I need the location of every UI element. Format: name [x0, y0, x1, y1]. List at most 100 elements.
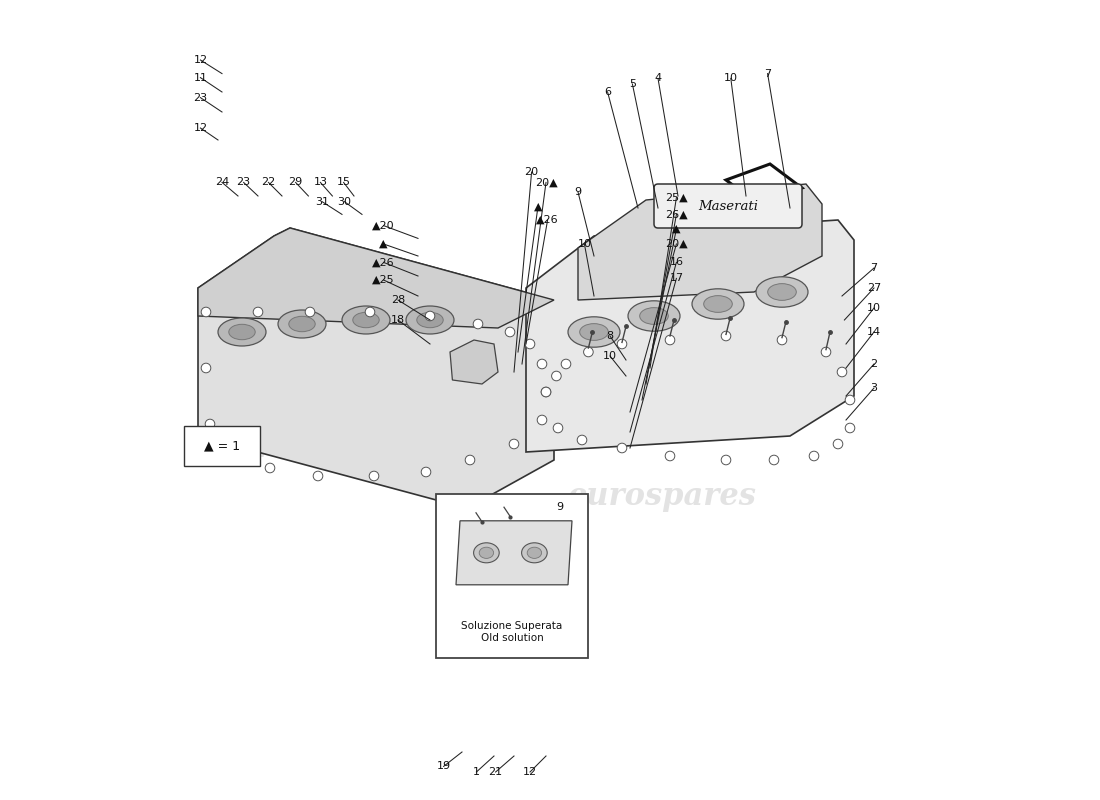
Polygon shape: [198, 228, 554, 328]
Text: 9: 9: [556, 502, 563, 512]
Polygon shape: [578, 184, 822, 300]
Circle shape: [561, 359, 571, 369]
Ellipse shape: [289, 316, 316, 332]
Circle shape: [578, 435, 586, 445]
Text: 21: 21: [488, 767, 503, 777]
Circle shape: [206, 419, 214, 429]
Text: ▲: ▲: [672, 224, 681, 234]
Text: 17: 17: [669, 274, 683, 283]
Text: 20▲: 20▲: [535, 178, 558, 187]
Polygon shape: [726, 164, 802, 204]
Text: 28: 28: [390, 295, 405, 305]
Polygon shape: [456, 521, 572, 585]
Text: 18: 18: [390, 315, 405, 325]
Text: 20▲: 20▲: [666, 239, 688, 249]
Text: 15: 15: [337, 178, 351, 187]
Text: ▲20: ▲20: [372, 221, 395, 230]
Text: 13: 13: [314, 178, 328, 187]
FancyBboxPatch shape: [184, 426, 261, 466]
Text: Soluzione Superata
Old solution: Soluzione Superata Old solution: [461, 622, 562, 643]
Ellipse shape: [521, 543, 547, 563]
Text: 7: 7: [764, 69, 771, 78]
Circle shape: [666, 335, 674, 345]
Text: 11: 11: [194, 73, 208, 82]
Text: 12: 12: [194, 55, 208, 65]
Text: 29: 29: [288, 178, 302, 187]
Text: eurospares: eurospares: [568, 481, 757, 511]
Text: 2: 2: [870, 359, 878, 369]
Circle shape: [305, 307, 315, 317]
Text: ▲: ▲: [379, 239, 388, 249]
Text: 26▲: 26▲: [666, 210, 688, 219]
Circle shape: [314, 471, 322, 481]
Text: 25▲: 25▲: [666, 193, 688, 202]
Text: ▲26: ▲26: [537, 215, 559, 225]
Circle shape: [505, 327, 515, 337]
Circle shape: [253, 307, 263, 317]
Text: 9: 9: [574, 187, 582, 197]
Circle shape: [465, 455, 475, 465]
Circle shape: [769, 455, 779, 465]
Text: 5: 5: [629, 79, 636, 89]
Text: 6: 6: [604, 87, 612, 97]
Ellipse shape: [474, 543, 499, 563]
Circle shape: [778, 335, 786, 345]
Polygon shape: [198, 228, 554, 508]
Circle shape: [525, 339, 535, 349]
Text: 1: 1: [473, 767, 480, 777]
Text: 31: 31: [315, 197, 329, 206]
Circle shape: [541, 387, 551, 397]
Circle shape: [833, 439, 843, 449]
Text: 3: 3: [870, 383, 878, 393]
Circle shape: [201, 307, 211, 317]
Ellipse shape: [692, 289, 744, 319]
Circle shape: [722, 455, 730, 465]
Ellipse shape: [342, 306, 390, 334]
Circle shape: [553, 423, 563, 433]
Circle shape: [617, 339, 627, 349]
Ellipse shape: [580, 324, 608, 340]
Ellipse shape: [568, 317, 620, 347]
Circle shape: [265, 463, 275, 473]
Ellipse shape: [756, 277, 808, 307]
Circle shape: [537, 359, 547, 369]
Ellipse shape: [768, 284, 796, 300]
Text: ▲25: ▲25: [372, 275, 395, 285]
Text: 23: 23: [194, 93, 208, 102]
Ellipse shape: [229, 324, 255, 340]
Text: 24: 24: [214, 178, 229, 187]
Text: 30: 30: [338, 197, 351, 206]
Ellipse shape: [278, 310, 326, 338]
Text: 16: 16: [670, 258, 683, 267]
Text: 27: 27: [867, 283, 881, 293]
FancyBboxPatch shape: [437, 494, 587, 658]
Text: 10: 10: [603, 351, 617, 361]
Text: 8: 8: [606, 331, 614, 341]
Circle shape: [201, 363, 211, 373]
Text: 12: 12: [194, 123, 208, 133]
Ellipse shape: [628, 301, 680, 331]
Text: 10: 10: [578, 239, 592, 249]
Text: 4: 4: [654, 74, 661, 83]
Circle shape: [837, 367, 847, 377]
Text: 10: 10: [867, 303, 881, 313]
Circle shape: [617, 443, 627, 453]
Circle shape: [370, 471, 378, 481]
Circle shape: [537, 415, 547, 425]
Ellipse shape: [218, 318, 266, 346]
Ellipse shape: [353, 312, 380, 328]
Text: 7: 7: [870, 263, 878, 273]
Circle shape: [551, 371, 561, 381]
Ellipse shape: [480, 547, 494, 558]
Text: ▲: ▲: [534, 202, 542, 211]
Circle shape: [584, 347, 593, 357]
Text: 12: 12: [522, 767, 537, 777]
Polygon shape: [450, 340, 498, 384]
Circle shape: [541, 387, 551, 397]
Text: 23: 23: [236, 178, 251, 187]
Text: 22: 22: [262, 178, 275, 187]
Circle shape: [509, 439, 519, 449]
Ellipse shape: [527, 547, 541, 558]
Ellipse shape: [417, 312, 443, 328]
Text: ▲ = 1: ▲ = 1: [204, 439, 240, 453]
